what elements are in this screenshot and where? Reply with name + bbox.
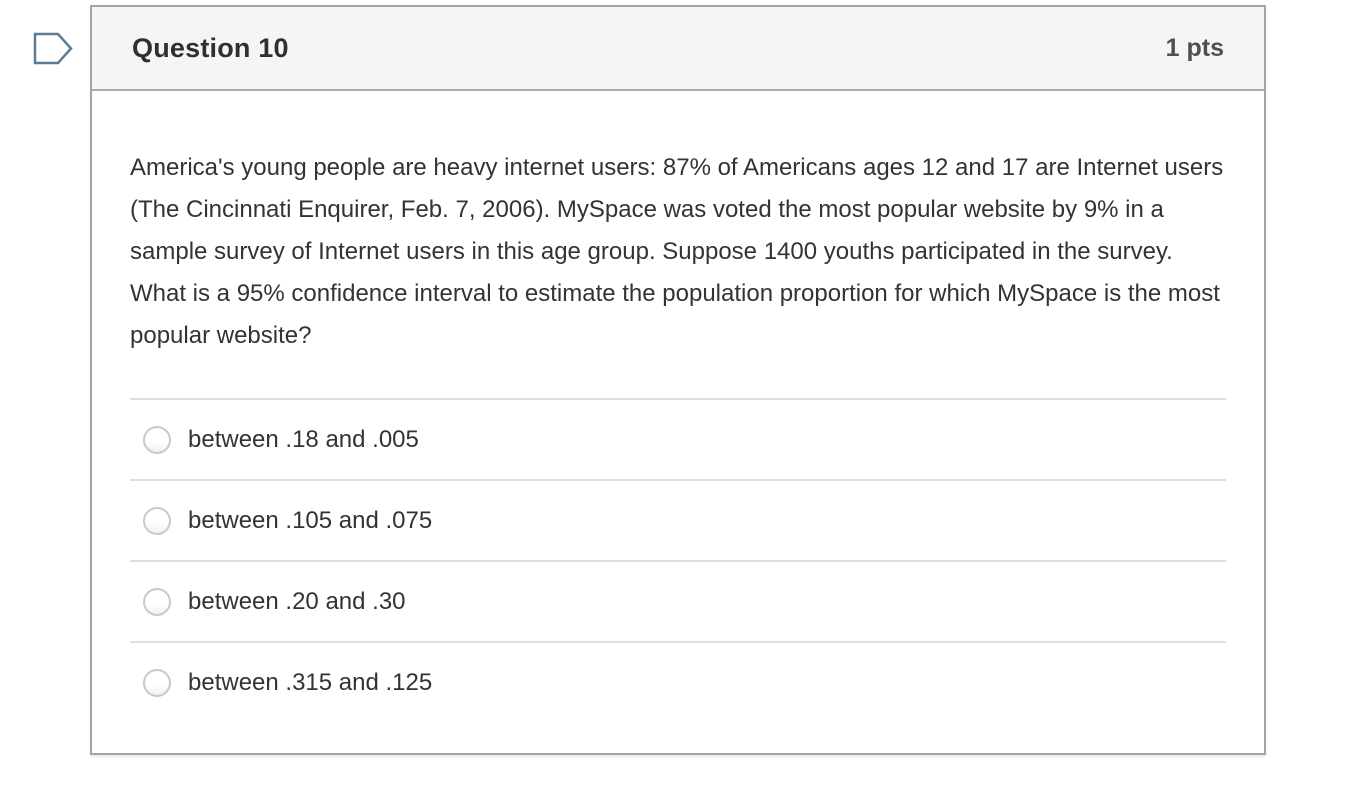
radio-button[interactable] (143, 425, 171, 454)
answer-option-row[interactable]: between .105 and .075 (130, 479, 1226, 560)
answer-options: between .18 and .005 between .105 and .0… (130, 398, 1226, 730)
question-card: Question 10 1 pts America's young people… (90, 5, 1266, 755)
radio-button[interactable] (143, 587, 171, 616)
bookmark-flag-icon (33, 32, 73, 65)
answer-option-row[interactable]: between .315 and .125 (130, 641, 1226, 722)
option-label[interactable]: between .315 and .125 (188, 668, 433, 696)
flag-question-button[interactable] (33, 32, 73, 65)
question-header: Question 10 1 pts (92, 7, 1264, 91)
option-label[interactable]: between .105 and .075 (188, 506, 433, 534)
question-body: America's young people are heavy interne… (92, 147, 1264, 730)
option-label[interactable]: between .20 and .30 (188, 587, 406, 615)
radio-button[interactable] (143, 506, 171, 535)
question-text: America's young people are heavy interne… (130, 154, 1224, 349)
option-label[interactable]: between .18 and .005 (188, 425, 419, 453)
question-points-label: 1 pts (1165, 33, 1224, 62)
answer-option-row[interactable]: between .18 and .005 (130, 398, 1226, 479)
radio-button[interactable] (143, 668, 171, 697)
answer-option-row[interactable]: between .20 and .30 (130, 560, 1226, 641)
question-title: Question 10 (132, 32, 289, 63)
